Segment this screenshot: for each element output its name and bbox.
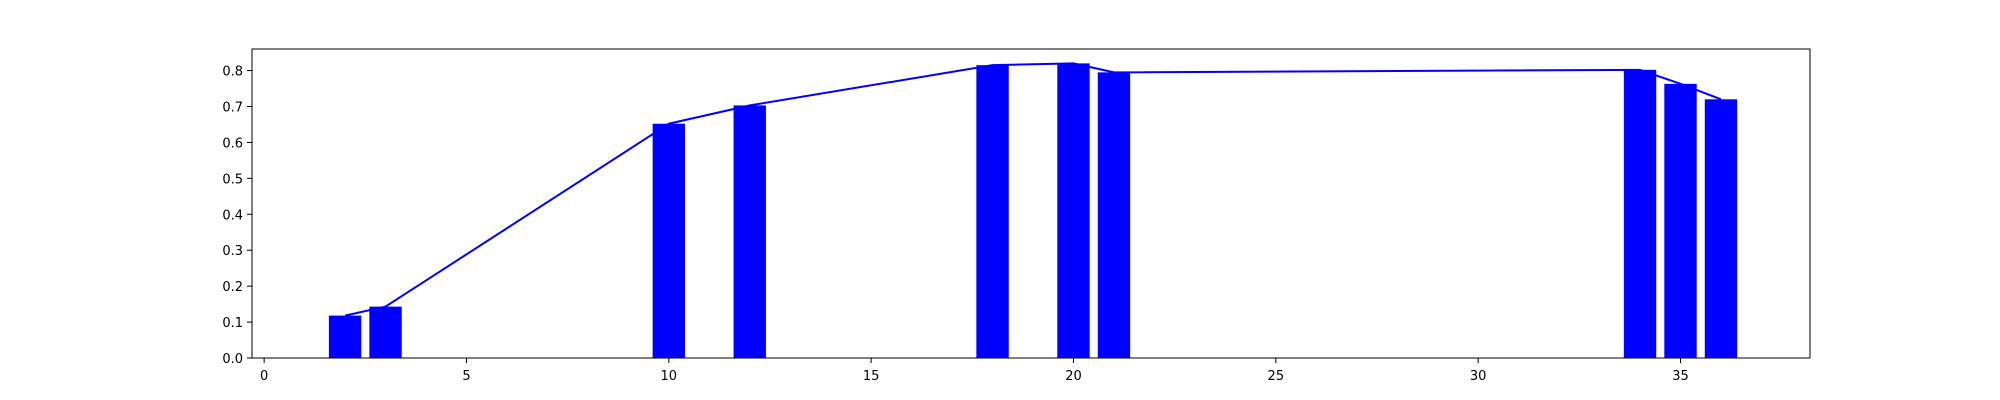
y-tick-label: 0.8 [222, 65, 243, 80]
y-axis: 0.0 0.1 0.2 0.3 0.4 0.5 0.6 0.7 0.8 [222, 65, 252, 367]
bar [1057, 63, 1090, 358]
bar [1623, 69, 1657, 358]
y-tick-label: 0.7 [222, 100, 243, 115]
x-tick-label: 35 [1672, 369, 1689, 384]
y-tick-label: 0.1 [222, 316, 243, 331]
bar [1704, 99, 1738, 359]
bar [328, 315, 362, 358]
x-tick-label: 15 [863, 369, 880, 384]
x-tick-label: 5 [462, 369, 470, 384]
x-tick-label: 10 [661, 369, 678, 384]
x-tick-label: 0 [260, 369, 268, 384]
bar [976, 65, 1009, 358]
bar [1664, 83, 1697, 358]
y-tick-label: 0.3 [222, 244, 243, 259]
x-tick-label: 25 [1268, 369, 1285, 384]
y-tick-label: 0.0 [222, 352, 243, 367]
bar-series [328, 63, 1738, 359]
y-tick-label: 0.5 [222, 172, 243, 187]
y-tick-label: 0.4 [222, 208, 243, 223]
bar [733, 105, 766, 358]
bar [652, 123, 686, 358]
x-axis: 0 5 10 15 20 25 30 35 [260, 358, 1689, 384]
bar [369, 306, 402, 358]
series-line [344, 62, 1722, 317]
x-tick-label: 30 [1470, 369, 1487, 384]
y-tick-label: 0.6 [222, 136, 243, 151]
line-series [344, 62, 1722, 317]
plot-frame [251, 48, 1811, 359]
bar [1097, 72, 1131, 359]
y-tick-label: 0.2 [222, 280, 243, 295]
x-tick-label: 20 [1065, 369, 1082, 384]
